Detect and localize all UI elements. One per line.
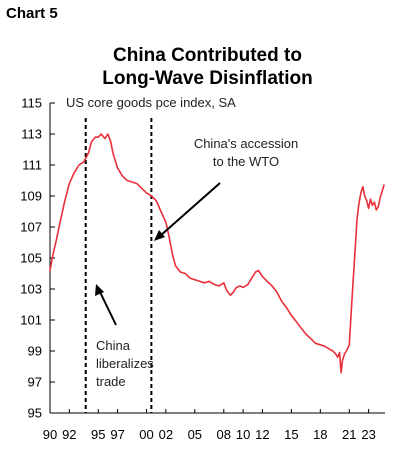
annotation-china: China liberalizes trade [95, 284, 154, 389]
annotation-china-line-3: trade [96, 374, 126, 389]
y-tick-label: 107 [20, 220, 42, 235]
x-tick-label: 21 [342, 427, 356, 442]
annotation-china-line-2: liberalizes [96, 356, 154, 371]
y-tick-label: 101 [20, 313, 42, 328]
y-tick-label: 113 [21, 127, 42, 142]
annotation-china-line-1: China [96, 338, 131, 353]
annotation-wto-arrow [160, 183, 220, 236]
x-tick-label: 95 [91, 427, 105, 442]
y-tick-label: 95 [28, 406, 42, 421]
y-tick-label: 97 [28, 375, 42, 390]
x-tick-label: 15 [284, 427, 298, 442]
x-tick-label: 00 [139, 427, 153, 442]
annotation-china-arrowhead [95, 284, 104, 296]
annotation-wto-line-2: to the WTO [213, 154, 279, 169]
y-tick-label: 103 [20, 282, 42, 297]
annotation-wto-arrowhead [154, 230, 165, 241]
annotation-wto-line-1: China's accession [194, 136, 298, 151]
y-tick-label: 111 [22, 158, 42, 173]
x-tick-label: 05 [188, 427, 202, 442]
x-tick-label: 18 [313, 427, 327, 442]
y-axis-label: US core goods pce index, SA [66, 95, 236, 110]
y-tick-label: 105 [20, 251, 42, 266]
x-tick-label: 97 [110, 427, 124, 442]
annotation-china-arrow [100, 292, 116, 325]
x-tick-label: 10 [236, 427, 250, 442]
x-tick-label: 90 [43, 427, 57, 442]
x-tick-label: 23 [361, 427, 375, 442]
x-tick-label: 08 [217, 427, 231, 442]
annotation-wto: China's accession to the WTO [154, 136, 298, 241]
y-tick-label: 115 [21, 96, 42, 111]
series-line [50, 134, 384, 373]
y-tick-label: 99 [28, 344, 42, 359]
x-tick-label: 02 [159, 427, 173, 442]
x-tick-label: 92 [62, 427, 76, 442]
x-tick-label: 12 [255, 427, 269, 442]
y-tick-label: 109 [20, 189, 42, 204]
